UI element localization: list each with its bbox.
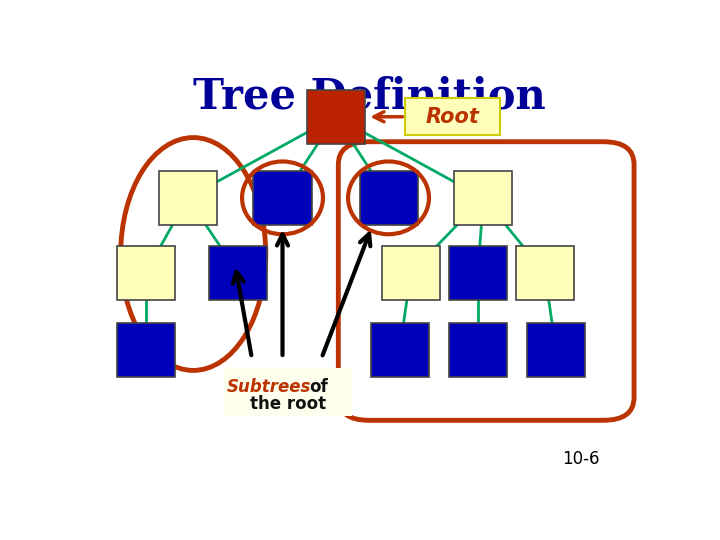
FancyBboxPatch shape [209, 246, 267, 300]
FancyBboxPatch shape [224, 368, 352, 416]
FancyBboxPatch shape [307, 90, 364, 144]
FancyBboxPatch shape [382, 246, 440, 300]
Text: 10-6: 10-6 [562, 450, 600, 468]
FancyBboxPatch shape [449, 322, 507, 377]
Text: Tree Definition: Tree Definition [193, 75, 545, 117]
Text: Root: Root [426, 107, 480, 127]
FancyBboxPatch shape [359, 171, 418, 225]
Text: the root: the root [250, 395, 326, 413]
Text: of: of [310, 378, 328, 396]
FancyBboxPatch shape [158, 171, 217, 225]
Text: Subtrees: Subtrees [226, 378, 311, 396]
FancyBboxPatch shape [527, 322, 585, 377]
FancyBboxPatch shape [117, 322, 175, 377]
FancyBboxPatch shape [449, 246, 507, 300]
FancyBboxPatch shape [117, 246, 175, 300]
FancyBboxPatch shape [454, 171, 513, 225]
FancyBboxPatch shape [371, 322, 428, 377]
FancyBboxPatch shape [405, 98, 500, 136]
FancyBboxPatch shape [516, 246, 574, 300]
FancyBboxPatch shape [253, 171, 312, 225]
